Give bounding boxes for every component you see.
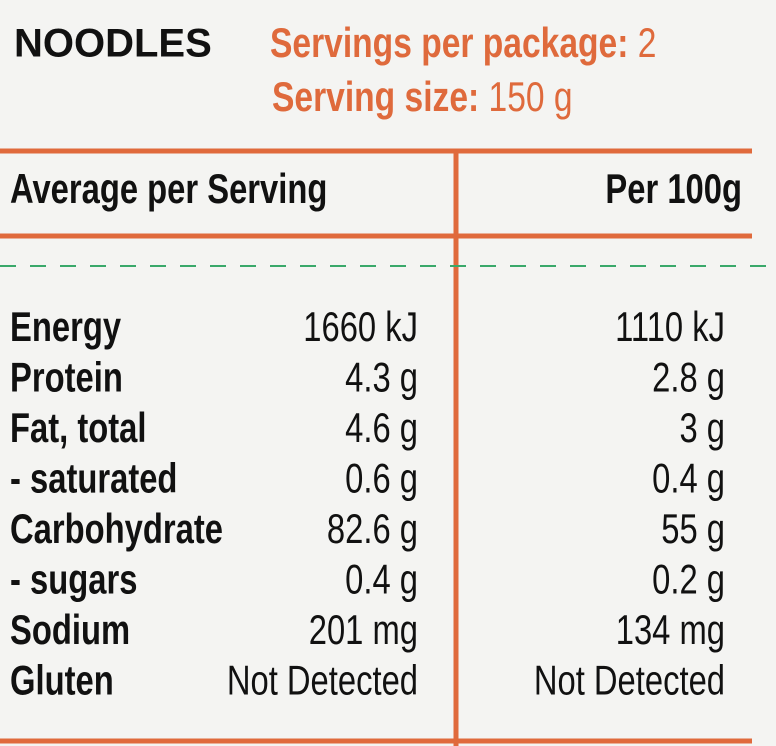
per-100g-value: 1110 kJ bbox=[615, 303, 725, 350]
per-100g-value: 2.8 g bbox=[652, 354, 725, 401]
per-serving-value: 0.4 g bbox=[345, 556, 418, 603]
column-header: Average per Serving bbox=[10, 165, 327, 212]
per-100g-value: 134 mg bbox=[616, 606, 725, 653]
nutrient-name: Fat, total bbox=[10, 404, 146, 451]
servings-line: Servings per package: 2 bbox=[270, 21, 656, 67]
size-label: Serving size: bbox=[272, 75, 479, 121]
per-serving-value: 1660 kJ bbox=[303, 303, 418, 350]
nutrient-name: Sodium bbox=[10, 606, 130, 653]
per-serving-value: 4.3 g bbox=[345, 354, 418, 401]
size-line: Serving size: 150 g bbox=[272, 75, 573, 121]
nutrient-name: - sugars bbox=[10, 556, 137, 603]
nutrient-name: Carbohydrate bbox=[10, 505, 223, 552]
per-serving-value: 201 mg bbox=[309, 606, 418, 653]
per-100g-value: 3 g bbox=[679, 404, 725, 451]
nutrient-name: Energy bbox=[10, 303, 121, 350]
per-serving-value: 82.6 g bbox=[327, 505, 418, 552]
per-100g-value: 0.2 g bbox=[652, 556, 725, 603]
per-100g-value: Not Detected bbox=[534, 657, 725, 704]
product-title: NOODLES bbox=[14, 22, 212, 66]
servings-value: 2 bbox=[638, 21, 657, 67]
servings-label: Servings per package: bbox=[270, 21, 628, 67]
per-serving-value: 4.6 g bbox=[345, 404, 418, 451]
per-100g-value: 0.4 g bbox=[652, 455, 725, 502]
per-serving-value: Not Detected bbox=[227, 657, 418, 704]
nutrient-name: Protein bbox=[10, 354, 123, 401]
per-100g-value: 55 g bbox=[661, 505, 725, 552]
per-serving-value: 0.6 g bbox=[345, 455, 418, 502]
column-header: Per 100g bbox=[605, 165, 742, 212]
size-value: 150 g bbox=[489, 75, 573, 121]
nutrient-name: - saturated bbox=[10, 455, 177, 502]
nutrient-name: Gluten bbox=[10, 657, 114, 704]
